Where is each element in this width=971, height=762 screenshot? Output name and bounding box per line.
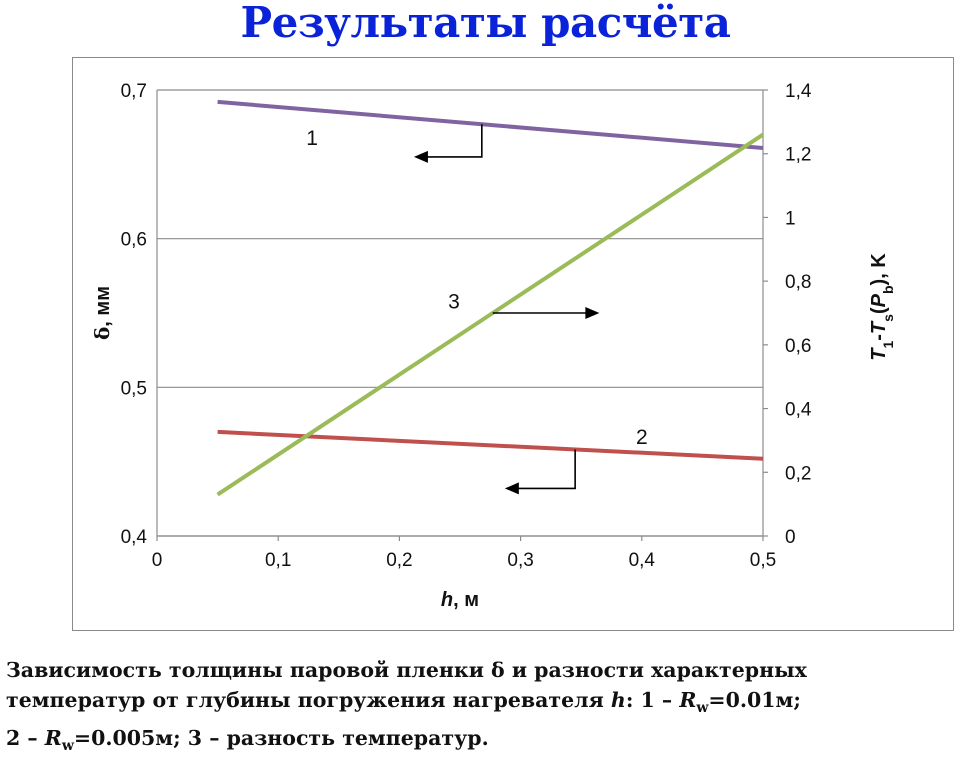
x-tick-label: 0,2 — [386, 550, 412, 571]
y-left-axis-label: δ, мм — [90, 286, 114, 340]
x-tick-label: 0,3 — [507, 550, 533, 571]
series-line-1 — [217, 99, 764, 150]
series-line-3 — [216, 132, 765, 497]
y-right-axis-label: T1-Ts(Pb), K — [868, 253, 896, 361]
y-right-tick-label: 1,2 — [785, 145, 811, 166]
caption-text: температур от глубины погружения нагрева… — [6, 688, 611, 712]
caption-line-1: Зависимость толщины паровой пленки δ и р… — [6, 658, 807, 682]
caption-value-2: =0.005м; 3 – разность температур. — [73, 726, 489, 751]
callout-line-1 — [417, 124, 483, 158]
caption-line-3: 2 – Rw=0.005м; 3 – разность температур. — [6, 723, 968, 761]
caption-var-h: h — [610, 688, 626, 712]
caption-sub-w-2: w — [61, 738, 74, 755]
caption-item-1: : 1 – — [625, 688, 680, 712]
y-right-tick-label: 0 — [785, 527, 796, 548]
y-right-tick-label: 0,4 — [785, 400, 812, 421]
line-chart: 0,4 0,5 0,6 0,7 0 0,2 0,4 0,6 0,8 1 1,2 1,4 0 0,1 0,2 0… — [90, 81, 896, 611]
series-line-2 — [217, 429, 764, 461]
y-left-tick-label: 0,6 — [121, 230, 147, 251]
y-right-tick-label: 0,6 — [785, 336, 811, 357]
x-tick-label: 0,5 — [750, 550, 776, 571]
caption-sub-w: w — [696, 700, 709, 717]
callout-arrow-2 — [504, 482, 519, 495]
y-left-tick-label: 0,5 — [121, 378, 147, 399]
curve-label-2: 2 — [636, 426, 648, 449]
curve-label-3: 3 — [448, 291, 460, 314]
caption-value-1: =0.01м; — [708, 688, 801, 712]
caption-line-2: температур от глубины погружения нагрева… — [6, 685, 968, 723]
figure-caption: Зависимость толщины паровой пленки δ и р… — [6, 655, 968, 761]
caption-var-r: R — [679, 688, 697, 712]
y-right-tick-label: 0,2 — [785, 463, 811, 484]
callout-arrow-3 — [585, 307, 600, 319]
chart-area: 0,4 0,5 0,6 0,7 0 0,2 0,4 0,6 0,8 1 1,2 1,4 0 0,1 0,2 0… — [72, 57, 954, 631]
x-axis-label: h, м — [441, 589, 479, 611]
caption-var-r-2: R — [44, 726, 62, 751]
x-tick-label: 0,1 — [265, 550, 291, 571]
callout-line-2 — [508, 449, 576, 490]
y-right-tick-label: 1 — [785, 208, 796, 229]
y-left-tick-label: 0,7 — [121, 81, 147, 102]
callout-arrow-1 — [413, 150, 428, 163]
y-right-tick-label: 0,8 — [785, 272, 811, 293]
page-title: Результаты расчёта — [240, 0, 731, 47]
caption-item-2: 2 – — [6, 726, 45, 751]
x-tick-label: 0,4 — [629, 550, 656, 571]
x-tick-label: 0 — [152, 550, 163, 571]
y-right-tick-label: 1,4 — [785, 81, 812, 102]
y-left-tick-label: 0,4 — [121, 527, 148, 548]
curve-label-1: 1 — [306, 127, 318, 150]
